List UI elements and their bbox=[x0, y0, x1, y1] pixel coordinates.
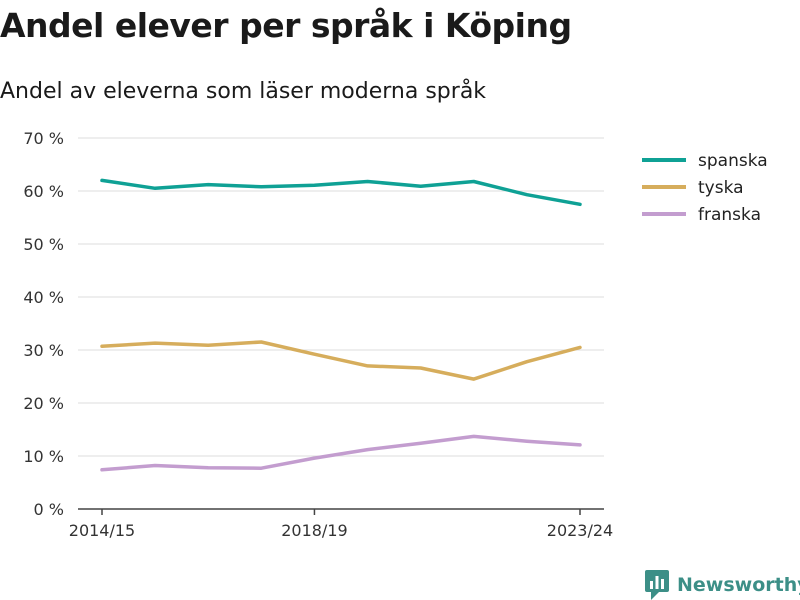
brand-name: Newsworthy bbox=[677, 574, 800, 596]
grid-lines bbox=[78, 137, 604, 457]
y-tick-label: 50 % bbox=[23, 235, 64, 254]
x-tick-label: 2018/19 bbox=[281, 521, 347, 540]
legend: spanska tyska franska bbox=[642, 151, 768, 225]
legend-label-tyska: tyska bbox=[698, 178, 744, 198]
chart-title: Andel elever per språk i Köping bbox=[0, 6, 572, 45]
series-line-franska bbox=[100, 434, 582, 472]
chart-subtitle: Andel av eleverna som läser moderna språ… bbox=[0, 79, 487, 104]
newsworthy-logo: Newsworthy bbox=[645, 570, 800, 600]
series-line-spanska bbox=[100, 178, 582, 207]
y-tick-label: 0 % bbox=[34, 500, 64, 519]
series-lines bbox=[100, 178, 582, 472]
y-tick-label: 60 % bbox=[23, 182, 64, 201]
y-tick-label: 30 % bbox=[23, 341, 64, 360]
x-axis: 2014/15 2018/19 2023/24 bbox=[69, 508, 613, 540]
y-tick-label: 10 % bbox=[23, 447, 64, 466]
legend-label-spanska: spanska bbox=[698, 151, 768, 171]
y-tick-label: 40 % bbox=[23, 288, 64, 307]
x-tick-label: 2014/15 bbox=[69, 521, 135, 540]
newsworthy-logo-icon bbox=[645, 570, 669, 600]
x-tick-label: 2023/24 bbox=[547, 521, 613, 540]
y-tick-label: 20 % bbox=[23, 394, 64, 413]
legend-label-franska: franska bbox=[698, 205, 761, 225]
y-axis-ticks: 0 % 10 % 20 % 30 % 40 % 50 % 60 % 70 % bbox=[23, 129, 64, 519]
y-tick-label: 70 % bbox=[23, 129, 64, 148]
series-line-tyska bbox=[100, 340, 582, 381]
